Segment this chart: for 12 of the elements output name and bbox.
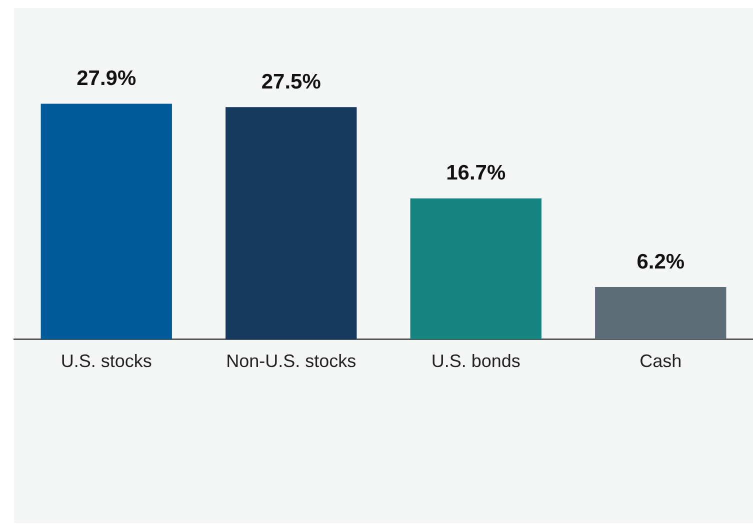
x-tick-label: U.S. bonds: [431, 351, 520, 372]
bar: [410, 198, 542, 340]
data-label: 27.9%: [76, 67, 136, 90]
bar: [40, 104, 172, 340]
x-tick-label: Non-U.S. stocks: [226, 351, 356, 372]
data-label: 16.7%: [446, 162, 506, 185]
bar: [226, 107, 357, 340]
x-tick-label: Cash: [640, 351, 682, 372]
data-label: 27.5%: [261, 70, 322, 94]
bar: [595, 287, 726, 340]
x-tick-label: U.S. stocks: [60, 351, 152, 372]
data-label: 6.2%: [636, 250, 685, 274]
